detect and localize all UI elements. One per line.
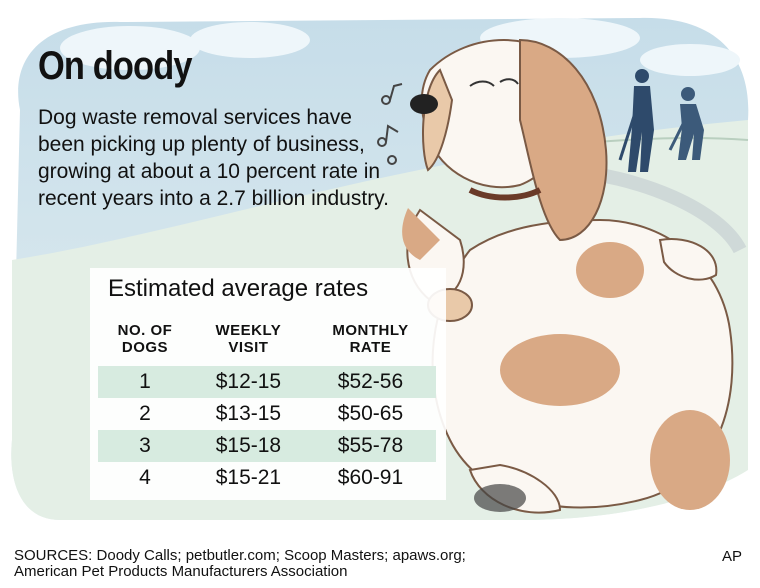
- cell-dogs: 2: [139, 402, 151, 425]
- header-weekly: WEEKLY VISIT: [192, 322, 305, 366]
- header-monthly-line1: MONTHLY: [332, 322, 409, 339]
- worker-figure: [618, 69, 654, 172]
- sources-line2: American Pet Products Manufacturers Asso…: [14, 563, 348, 580]
- header-weekly-line1: WEEKLY: [215, 322, 282, 339]
- cell-monthly: $55-78: [304, 430, 436, 462]
- header-dogs-line1: NO. OF: [117, 322, 173, 339]
- cell-dogs: 1: [98, 366, 192, 398]
- cell-monthly: $52-56: [304, 366, 436, 398]
- music-notes-icon: [377, 83, 403, 165]
- intro-text: Dog waste removal services have been pic…: [38, 106, 389, 210]
- header-dogs-line2: DOGS: [121, 339, 169, 356]
- header-monthly-line2: RATE: [349, 339, 392, 356]
- cell-weekly: $15-21: [215, 466, 282, 489]
- header-weekly-line2: VISIT: [228, 339, 269, 356]
- table-title: Estimated average rates: [108, 275, 369, 302]
- cell-weekly: $13-15: [215, 402, 282, 425]
- header-dogs: NO. OF DOGS: [98, 322, 192, 366]
- table-row: 1 $12-15 $52-56: [98, 366, 436, 398]
- cell-monthly: $50-65: [337, 402, 404, 425]
- header-monthly: MONTHLY RATE: [305, 322, 436, 366]
- table-row: 2 $13-15 $50-65: [98, 398, 436, 430]
- table-row: 3 $15-18 $55-78: [98, 430, 436, 462]
- sources-line1: SOURCES: Doody Calls; petbutler.com; Sco…: [14, 547, 466, 564]
- cell-weekly: $12-15: [191, 366, 305, 398]
- page-title: On doody: [38, 44, 192, 88]
- credit-label: AP: [722, 548, 743, 565]
- cell-dogs: 4: [139, 466, 151, 489]
- rates-table: NO. OF DOGS WEEKLY VISIT MONTHLY RATE 1 …: [98, 322, 436, 494]
- cell-monthly: $60-91: [337, 466, 404, 489]
- cell-weekly: $15-18: [191, 430, 305, 462]
- sources-note: SOURCES: Doody Calls; petbutler.com; Sco…: [14, 548, 634, 580]
- worker-figure: [668, 87, 704, 160]
- table-header-row: NO. OF DOGS WEEKLY VISIT MONTHLY RATE: [98, 322, 436, 366]
- basset-hound-illustration: [402, 38, 747, 514]
- cell-dogs: 3: [98, 430, 192, 462]
- table-row: 4 $15-21 $60-91: [98, 462, 436, 494]
